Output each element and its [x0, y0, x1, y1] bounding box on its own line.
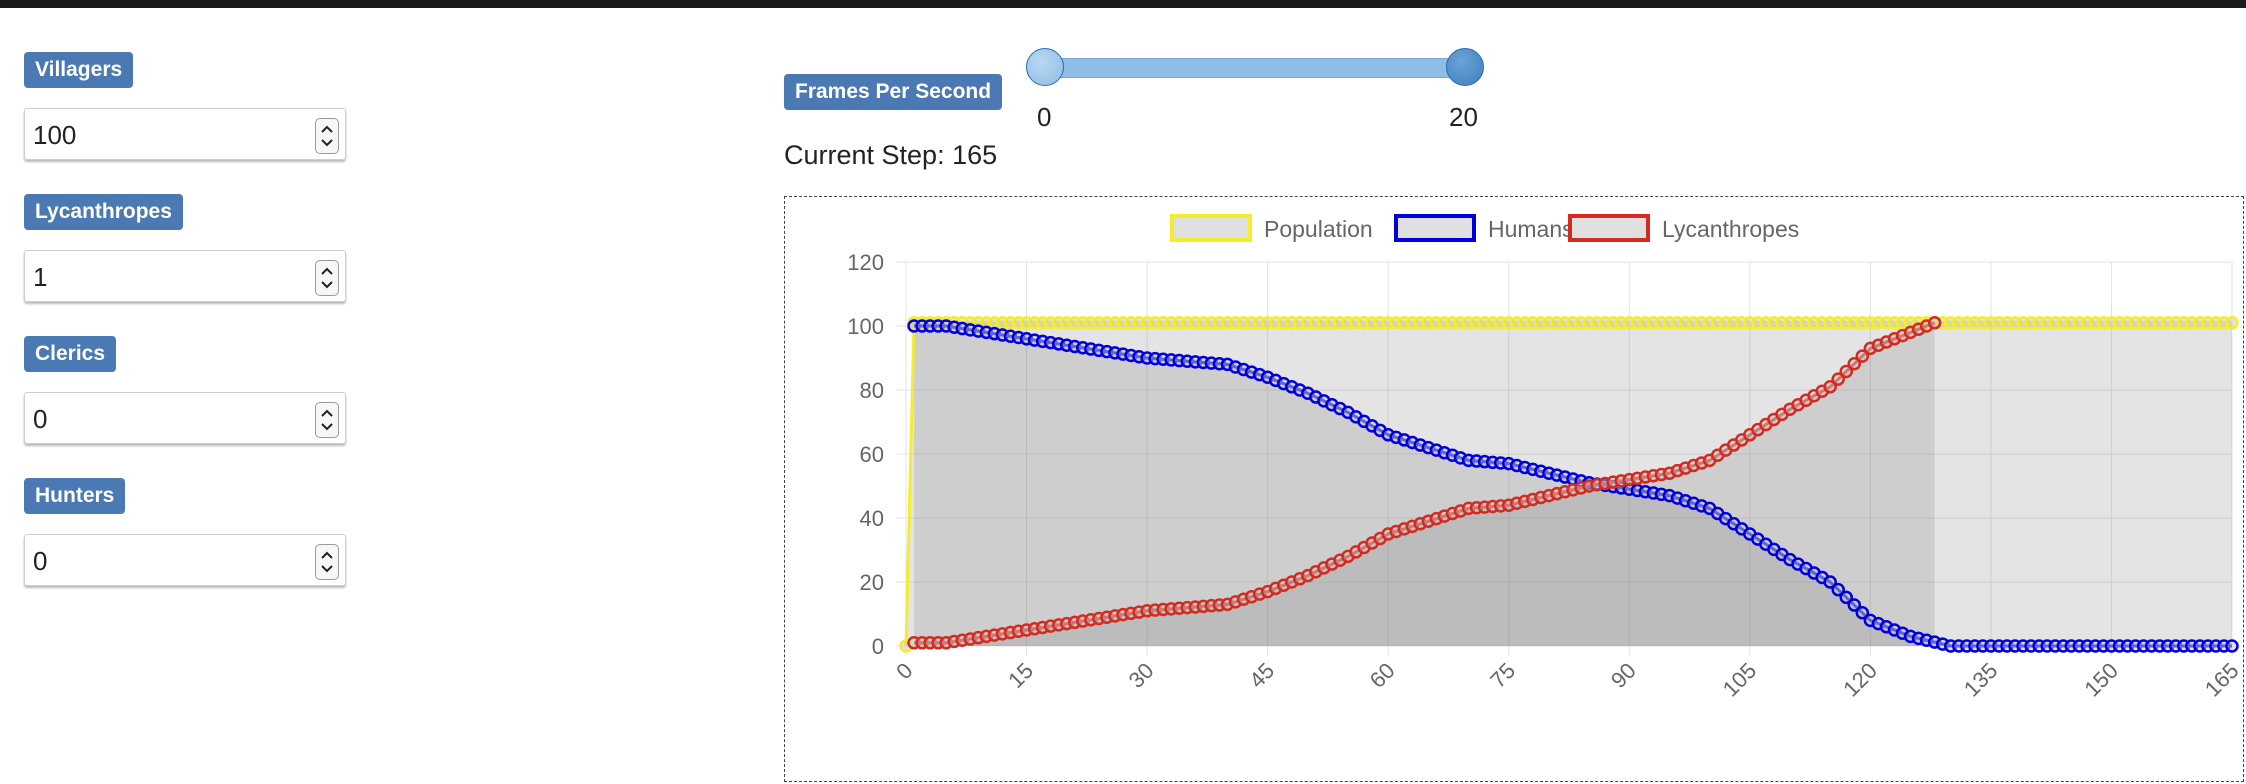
- lycanthropes-stepper[interactable]: [315, 260, 339, 296]
- x-tick-label: 90: [1606, 658, 1641, 693]
- data-point-humans: [1823, 575, 1837, 589]
- data-point-lycanthropes: [1927, 316, 1942, 330]
- hunters-label: Hunters: [24, 478, 126, 514]
- data-point-lycanthropes: [1823, 380, 1837, 394]
- x-tick-label: 60: [1365, 658, 1400, 693]
- fps-slider-track[interactable]: [1045, 58, 1467, 78]
- clerics-label: Clerics: [24, 336, 117, 372]
- data-point-humans: [1831, 582, 1845, 597]
- legend-swatch-population: [1170, 214, 1252, 242]
- top-bar: [0, 0, 2246, 8]
- y-tick-label: 40: [860, 506, 884, 531]
- data-point-population: [2225, 316, 2239, 330]
- stepper-arrows-icon: [321, 409, 333, 431]
- data-point-humans: [1839, 590, 1854, 605]
- data-point-lycanthropes: [1847, 357, 1862, 371]
- lycanthropes-label: Lycanthropes: [24, 194, 183, 230]
- y-tick-label: 80: [860, 378, 884, 403]
- x-tick-label: 105: [1718, 658, 1762, 702]
- villagers-stepper[interactable]: [315, 118, 339, 154]
- x-tick-label: 120: [1838, 658, 1882, 702]
- clerics-value: 0: [33, 404, 48, 434]
- series-area-population: [906, 322, 2232, 646]
- data-point-humans: [1855, 605, 1870, 620]
- y-tick-label: 120: [847, 250, 884, 275]
- fps-label: Frames Per Second: [784, 74, 1003, 110]
- hunters-stepper[interactable]: [315, 544, 339, 580]
- villagers-label: Villagers: [24, 52, 134, 88]
- x-tick-label: 0: [891, 658, 917, 684]
- fps-slider-max-handle[interactable]: [1446, 48, 1484, 86]
- y-tick-label: 20: [860, 570, 884, 595]
- fps-min-label: 0: [1037, 102, 1052, 132]
- stepper-arrows-icon: [321, 551, 333, 573]
- x-tick-label: 75: [1485, 658, 1520, 693]
- clerics-stepper[interactable]: [315, 402, 339, 438]
- data-point-humans: [1847, 598, 1862, 612]
- current-step: Current Step: 165: [784, 140, 998, 170]
- series-area-lycanthropes: [914, 322, 1935, 646]
- fps-slider-min-handle[interactable]: [1026, 48, 1064, 86]
- x-tick-label: 30: [1124, 658, 1159, 693]
- lycanthropes-input[interactable]: 1: [24, 250, 346, 302]
- stepper-arrows-icon: [321, 267, 333, 289]
- population-chart: 0 20 40 60 80 100 120 0 15 30 45 60 75 90 105 120 135 150…: [847, 214, 2244, 702]
- legend-swatch-lycanthropes: [1568, 214, 1650, 242]
- y-tick-label: 0: [872, 634, 884, 659]
- clerics-input[interactable]: 0: [24, 392, 346, 444]
- villagers-input[interactable]: 100: [24, 108, 346, 160]
- x-tick-label: 150: [2079, 658, 2123, 702]
- data-point-lycanthropes: [1831, 372, 1845, 386]
- stepper-arrows-icon: [321, 125, 333, 147]
- legend-label-humans: Humans: [1488, 216, 1574, 242]
- legend-label-population: Population: [1264, 216, 1373, 242]
- y-tick-label: 60: [860, 442, 884, 467]
- x-tick-label: 45: [1244, 658, 1279, 693]
- hunters-value: 0: [33, 546, 48, 576]
- hunters-input[interactable]: 0: [24, 534, 346, 586]
- villagers-value: 100: [33, 120, 77, 150]
- x-tick-label: 165: [2200, 658, 2244, 702]
- x-tick-label: 135: [1959, 658, 2003, 702]
- data-point-lycanthropes: [1855, 349, 1870, 363]
- x-tick-label: 15: [1003, 658, 1038, 693]
- chart-container: [784, 196, 2244, 782]
- data-point-lycanthropes: [1839, 364, 1854, 379]
- y-tick-label: 100: [847, 314, 884, 339]
- fps-max-label: 20: [1449, 102, 1478, 132]
- lycanthropes-value: 1: [33, 262, 48, 292]
- data-point-humans: [2225, 639, 2239, 653]
- legend-swatch-humans: [1394, 214, 1476, 242]
- legend-label-lycanthropes: Lycanthropes: [1662, 216, 1799, 242]
